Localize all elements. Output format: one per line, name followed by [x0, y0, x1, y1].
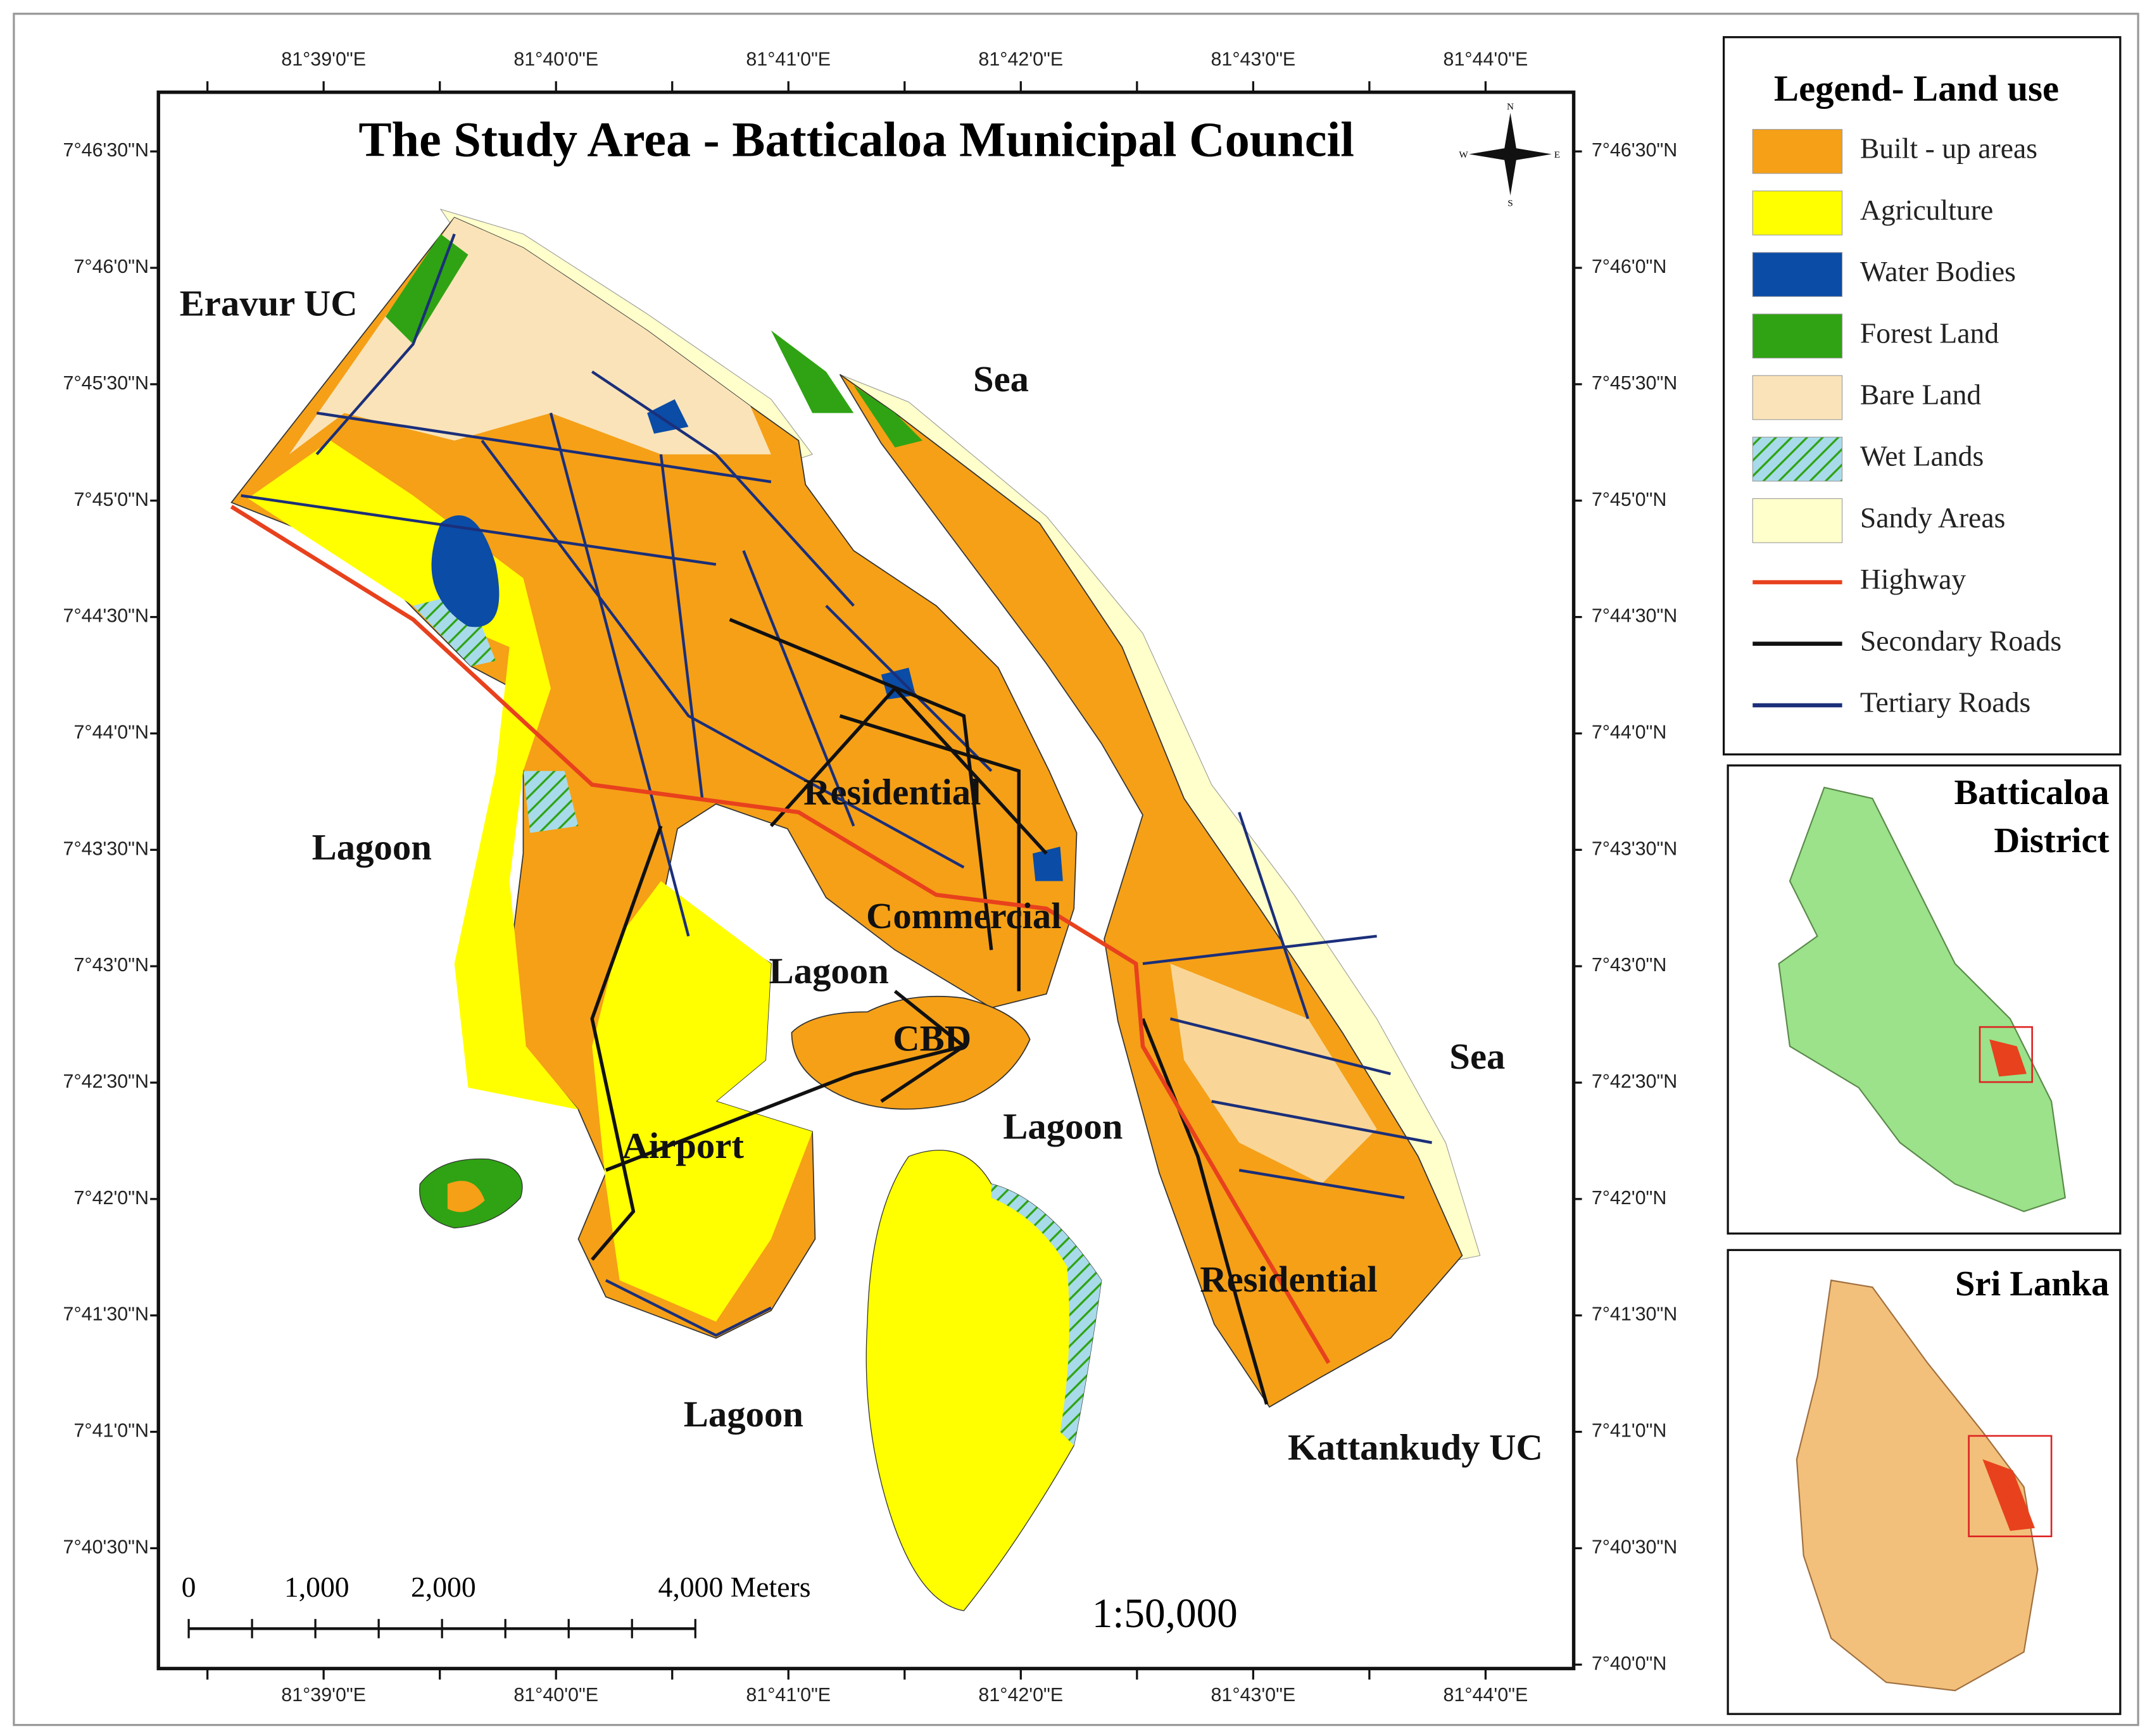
scale-bar-label: 4,000 Meters	[658, 1571, 811, 1603]
latitude-label: 7°45'30"N	[63, 372, 149, 394]
latitude-label: 7°44'30"N	[63, 605, 149, 627]
latitude-label: 7°46'30"N	[63, 139, 149, 161]
latitude-label: 7°41'30"N	[63, 1304, 149, 1325]
latitude-label: 7°45'0"N	[74, 489, 149, 510]
latitude-label: 7°41'0"N	[1592, 1420, 1666, 1442]
legend-label: Tertiary Roads	[1860, 686, 2030, 718]
legend-swatch	[1752, 313, 1843, 359]
legend-title: Legend- Land use	[1774, 68, 2059, 109]
land-use	[230, 208, 1481, 1611]
latitude-label: 7°46'0"N	[74, 256, 149, 277]
inset-title: Sri Lanka	[1955, 1264, 2109, 1304]
latitude-label: 7°45'0"N	[1592, 489, 1666, 510]
latitude-label: 7°40'30"N	[63, 1536, 149, 1557]
inset-title: Batticaloa District	[1954, 773, 2110, 860]
longitude-label: 81°42'0"E	[978, 49, 1063, 70]
place-label: Lagoon	[769, 950, 889, 991]
scale-bar-label: 0	[182, 1571, 196, 1603]
latitude-label: 7°45'30"N	[1592, 372, 1677, 394]
longitude-label: 81°43'0"E	[1211, 49, 1295, 70]
inset-country	[1727, 1249, 2122, 1715]
longitude-label: 81°40'0"E	[513, 49, 598, 70]
map-title: The Study Area - Batticaloa Municipal Co…	[358, 111, 1354, 167]
compass-letter: N	[1507, 101, 1514, 112]
latitude-label: 7°40'0"N	[1592, 1652, 1666, 1674]
longitude-label: 81°44'0"E	[1444, 1684, 1528, 1706]
longitude-label: 81°39'0"E	[281, 1684, 366, 1706]
latitude-label: 7°41'0"N	[74, 1420, 149, 1442]
place-label: Commercial	[866, 895, 1062, 936]
inset-district	[1727, 764, 2122, 1235]
latitude-label: 7°40'30"N	[1592, 1536, 1677, 1557]
latitude-label: 7°42'30"N	[63, 1071, 149, 1092]
place-label: Lagoon	[312, 826, 432, 867]
place-label: Eravur UC	[180, 282, 358, 324]
latitude-label: 7°46'0"N	[1592, 256, 1666, 277]
latitude-label: 7°41'30"N	[1592, 1304, 1677, 1325]
longitude-label: 81°43'0"E	[1211, 1684, 1295, 1706]
longitude-label: 81°42'0"E	[978, 1684, 1063, 1706]
legend-label: Sandy Areas	[1860, 501, 2006, 534]
latitude-label: 7°43'0"N	[1592, 954, 1666, 976]
legend-label: Wet Lands	[1860, 440, 1984, 472]
longitude-label: 81°39'0"E	[281, 49, 366, 70]
legend-swatch	[1752, 252, 1843, 297]
place-label: Lagoon	[1003, 1106, 1123, 1147]
place-label: Sea	[973, 358, 1029, 399]
latitude-label: 7°42'30"N	[1592, 1071, 1677, 1092]
latitude-label: 7°46'30"N	[1592, 139, 1677, 161]
legend-label: Agriculture	[1860, 194, 1993, 226]
legend-label: Secondary Roads	[1860, 624, 2061, 657]
longitude-label: 81°44'0"E	[1444, 49, 1528, 70]
legend-swatch	[1752, 436, 1843, 482]
scale-ratio: 1:50,000	[1092, 1591, 1238, 1637]
legend-swatch	[1752, 191, 1843, 236]
place-label: Airport	[622, 1125, 745, 1166]
legend-label: Highway	[1860, 563, 1966, 595]
place-label: Residential	[1200, 1259, 1377, 1300]
latitude-label: 7°42'0"N	[74, 1187, 149, 1209]
latitude-label: 7°42'0"N	[1592, 1187, 1666, 1209]
place-label: Kattankudy UC	[1288, 1426, 1543, 1468]
legend-label: Bare Land	[1860, 378, 1982, 410]
place-label: Lagoon	[684, 1393, 803, 1435]
latitude-label: 7°44'0"N	[74, 721, 149, 743]
legend-swatch	[1752, 375, 1843, 420]
place-label: CBD	[893, 1018, 971, 1059]
longitude-label: 81°40'0"E	[513, 1684, 598, 1706]
legend-swatch	[1752, 498, 1843, 543]
compass-letter: S	[1507, 198, 1513, 208]
longitude-label: 81°41'0"E	[746, 49, 831, 70]
latitude-label: 7°43'30"N	[1592, 838, 1677, 859]
place-label: Residential	[803, 771, 981, 812]
latitude-label: 7°43'30"N	[63, 838, 149, 859]
compass-letter: W	[1459, 149, 1468, 160]
legend-label: Water Bodies	[1860, 255, 2016, 287]
legend-label: Forest Land	[1860, 317, 1999, 349]
scale-bar-label: 2,000	[411, 1571, 476, 1603]
scale-bar-label: 1,000	[284, 1571, 349, 1603]
place-label: Sea	[1449, 1036, 1505, 1077]
legend-label: Built - up areas	[1860, 132, 2037, 165]
latitude-label: 7°43'0"N	[74, 954, 149, 976]
legend-swatch	[1752, 129, 1843, 174]
latitude-label: 7°44'30"N	[1592, 605, 1677, 627]
latitude-label: 7°44'0"N	[1592, 721, 1666, 743]
longitude-label: 81°41'0"E	[746, 1684, 831, 1706]
compass-letter: E	[1554, 149, 1560, 160]
